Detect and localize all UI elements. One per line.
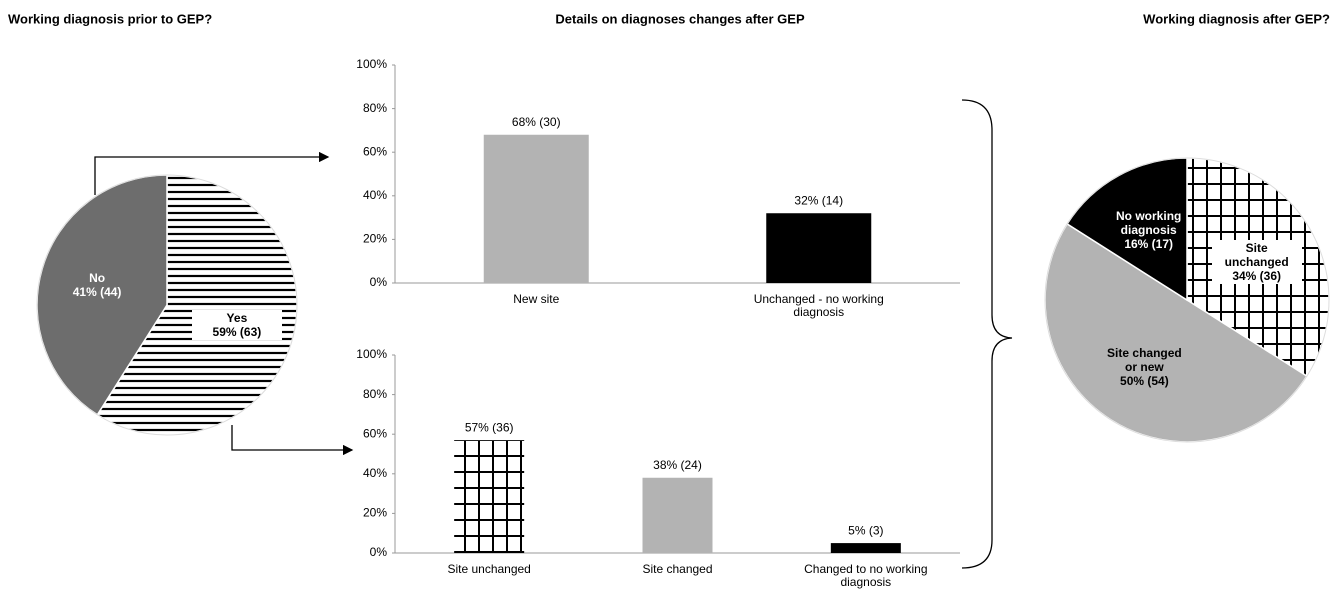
- slice-value: 59% (63): [212, 325, 262, 340]
- y-tick-label: 0%: [370, 545, 388, 559]
- y-tick-label: 100%: [356, 57, 387, 71]
- y-tick-label: 40%: [363, 466, 387, 480]
- x-tick-label: Changed to no working diagnosis: [804, 562, 928, 589]
- value-label: 32% (14): [794, 193, 843, 207]
- slice-value: 34% (36): [1232, 268, 1282, 283]
- arrow: [231, 425, 354, 456]
- chart-title: Working diagnosis after GEP?: [1143, 11, 1330, 26]
- pie-outline: [1044, 157, 1330, 443]
- y-tick-label: 60%: [363, 144, 387, 158]
- y-tick-label: 60%: [363, 426, 387, 440]
- y-tick-label: 80%: [363, 387, 387, 401]
- bar: [483, 134, 589, 283]
- arrow: [94, 151, 330, 195]
- slice-label: Yes 59% (63): [191, 310, 282, 341]
- value-label: 68% (30): [512, 115, 561, 129]
- y-tick-label: 20%: [363, 506, 387, 520]
- y-tick-label: 80%: [363, 101, 387, 115]
- value-label: 57% (36): [465, 420, 514, 434]
- x-tick-label: Unchanged - no working diagnosis: [753, 292, 884, 319]
- x-tick-label: Site unchanged: [447, 562, 531, 576]
- value-label: 38% (24): [653, 458, 702, 472]
- y-tick-label: 0%: [370, 275, 388, 289]
- pie-outline: [36, 174, 298, 436]
- slice-name: No working diagnosis: [1116, 209, 1182, 238]
- y-tick-label: 100%: [356, 347, 387, 361]
- slice-name: Site unchanged: [1224, 240, 1289, 269]
- slice-value: 16% (17): [1124, 237, 1174, 252]
- slice-label: Site changed or new 50% (54): [1099, 345, 1189, 389]
- slice-name: No: [89, 270, 106, 285]
- x-tick-label: New site: [513, 292, 560, 306]
- bracket: [961, 99, 1013, 569]
- y-tick-label: 20%: [363, 232, 387, 246]
- slice-label: Site unchanged 34% (36): [1211, 239, 1302, 284]
- bar: [642, 477, 713, 553]
- chart-title: Details on diagnoses changes after GEP: [555, 11, 805, 26]
- x-tick-label: Site changed: [642, 562, 713, 576]
- slice-label: No 41% (44): [52, 270, 142, 300]
- slice-name: Yes: [226, 311, 248, 326]
- bar: [830, 543, 901, 553]
- pie-slice: [1044, 222, 1308, 442]
- slice-name: Site changed or new: [1107, 346, 1182, 375]
- value-label: 5% (3): [848, 523, 883, 537]
- slice-label: No working diagnosis 16% (17): [1104, 208, 1194, 252]
- chart-title: Working diagnosis prior to GEP?: [8, 11, 212, 26]
- y-tick-label: 40%: [363, 188, 387, 202]
- slice-value: 50% (54): [1120, 374, 1169, 389]
- slice-value: 41% (44): [72, 284, 122, 299]
- bar: [766, 213, 872, 283]
- bar: [454, 440, 525, 553]
